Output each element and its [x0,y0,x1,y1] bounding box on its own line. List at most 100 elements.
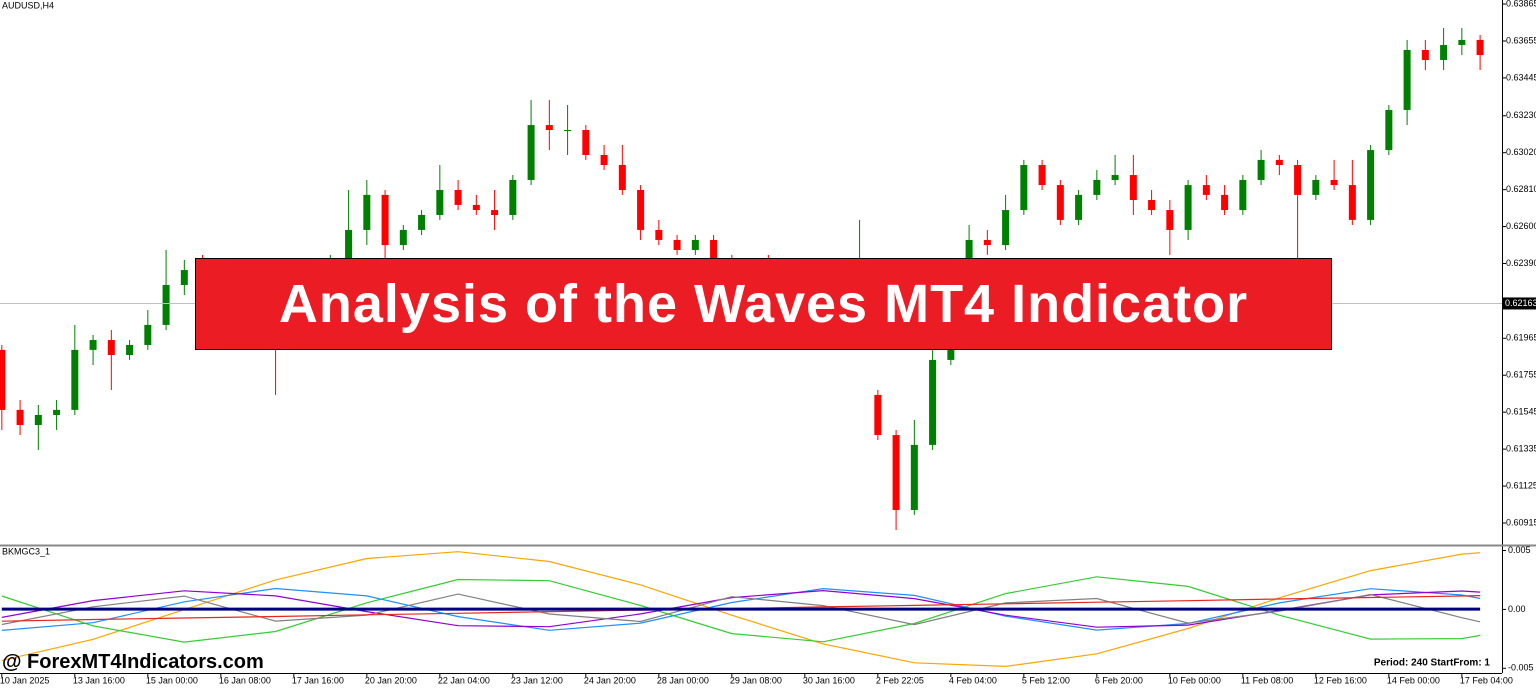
indicator-line [1,576,1481,643]
y-tick-label: 0.63230 [1506,110,1536,120]
price-label-bg [1503,297,1536,310]
candle-body [1093,179,1101,195]
y-tick-label: 0.61965 [1506,333,1536,343]
y-tick-label: 0.62390 [1506,258,1536,268]
y-tick-label: 0.61335 [1506,443,1536,453]
candle-body [1020,165,1028,211]
candle-body [545,125,553,131]
candle-body [71,349,79,410]
x-tick-label: 20 Jan 20:00 [365,675,417,685]
x-tick-label: 29 Jan 08:00 [730,675,782,685]
candle-body [1403,49,1411,110]
x-tick-label: 23 Jan 12:00 [511,675,563,685]
indicator-title: BKMGC3_1 [2,546,50,556]
candle-body [162,284,170,325]
candle-body [472,204,480,211]
x-tick-label: 10 Jan 2025 [0,675,49,685]
watermark: @ ForexMT4Indicators.com [2,651,264,673]
candle-body [983,239,991,246]
candle-body [1166,210,1174,230]
x-tick-label: 5 Feb 12:00 [1022,675,1070,685]
banner: Analysis of the Waves MT4 Indicator [195,258,1332,350]
candle-body [527,125,535,180]
x-tick-label: 24 Jan 20:00 [584,675,636,685]
y-tick-label: 0.63865 [1506,0,1536,8]
candle-body [1312,179,1320,195]
candle-body [1221,194,1229,211]
candle-body [655,229,663,240]
candle-body [180,270,188,285]
x-tick-label: 16 Jan 08:00 [219,675,271,685]
candle-body [600,154,608,166]
x-tick-label: 11 Feb 08:00 [1241,675,1293,685]
indicator-settings: Period: 240 StartFrom: 1 [1374,658,1491,669]
candle-body [1440,45,1448,60]
candle-body [1002,210,1010,246]
x-tick-label: 17 Feb 04:00 [1460,675,1513,685]
x-tick-label: 10 Feb 00:00 [1168,675,1221,685]
candle-body [673,239,681,250]
y2-tick-label: -0.005 [1508,663,1534,673]
candle-body [34,414,42,426]
candle-body [1421,49,1429,60]
candle-body [1348,185,1356,220]
y-tick-label: 0.62810 [1506,184,1536,194]
candle-body [710,239,718,261]
candle-body [345,229,353,261]
candle-body [1202,185,1210,195]
candle-body [1385,109,1393,151]
candle-body [1458,39,1466,46]
x-tick-label: 2 Feb 22:05 [876,675,924,685]
x-tick-label: 15 Jan 00:00 [146,675,198,685]
x-tick-label: 28 Jan 00:00 [657,675,709,685]
y-tick-label: 0.62600 [1506,221,1536,231]
candle-body [399,229,407,246]
candle-body [1184,185,1192,230]
candle-body [874,394,882,436]
x-tick-label: 4 Feb 04:00 [949,675,997,685]
candle-body [491,210,499,215]
candle-body [1111,175,1119,180]
candle-body [929,359,937,445]
indicator-line [1,551,1481,668]
y-tick-label: 0.63445 [1506,72,1536,82]
candle-body [418,214,426,230]
y2-tick-label: 0.005 [1508,545,1531,555]
candle-body [363,194,371,230]
y-tick-label: 0.60915 [1506,517,1536,527]
candle-body [618,165,626,190]
candle-body [1129,175,1137,201]
candle-body [1239,179,1247,211]
y-tick-label: 0.63655 [1506,35,1536,45]
candle-body [454,189,462,205]
candle-body [381,194,389,246]
x-tick-label: 12 Feb 16:00 [1314,675,1367,685]
candle-body [1148,200,1156,211]
candle-body [0,349,6,410]
candle-body [1330,179,1338,186]
candle-body [564,130,572,132]
candle-body [1056,185,1064,220]
y-tick-label: 0.61125 [1506,480,1536,490]
x-tick-label: 14 Feb 00:00 [1387,675,1440,685]
candle-body [53,409,61,415]
candle-body [1038,165,1046,186]
candle-body [144,324,152,345]
x-tick-label: 17 Jan 16:00 [292,675,344,685]
candle-body [637,189,645,230]
y-tick-label: 0.63020 [1506,147,1536,157]
candle-body [436,189,444,215]
candle-body [1275,159,1283,166]
candle-body [910,444,918,510]
indicator-line [1,587,1481,631]
candle-body [126,344,134,356]
candle-body [16,409,24,426]
candle-body [1075,194,1083,220]
y-tick-label: 0.61755 [1506,370,1536,380]
x-tick-label: 22 Jan 04:00 [438,675,490,685]
x-tick-label: 6 Feb 20:00 [1095,675,1143,685]
candle-body [107,340,115,356]
y2-tick-label: 0.00 [1508,604,1526,614]
candle-body [509,179,517,215]
